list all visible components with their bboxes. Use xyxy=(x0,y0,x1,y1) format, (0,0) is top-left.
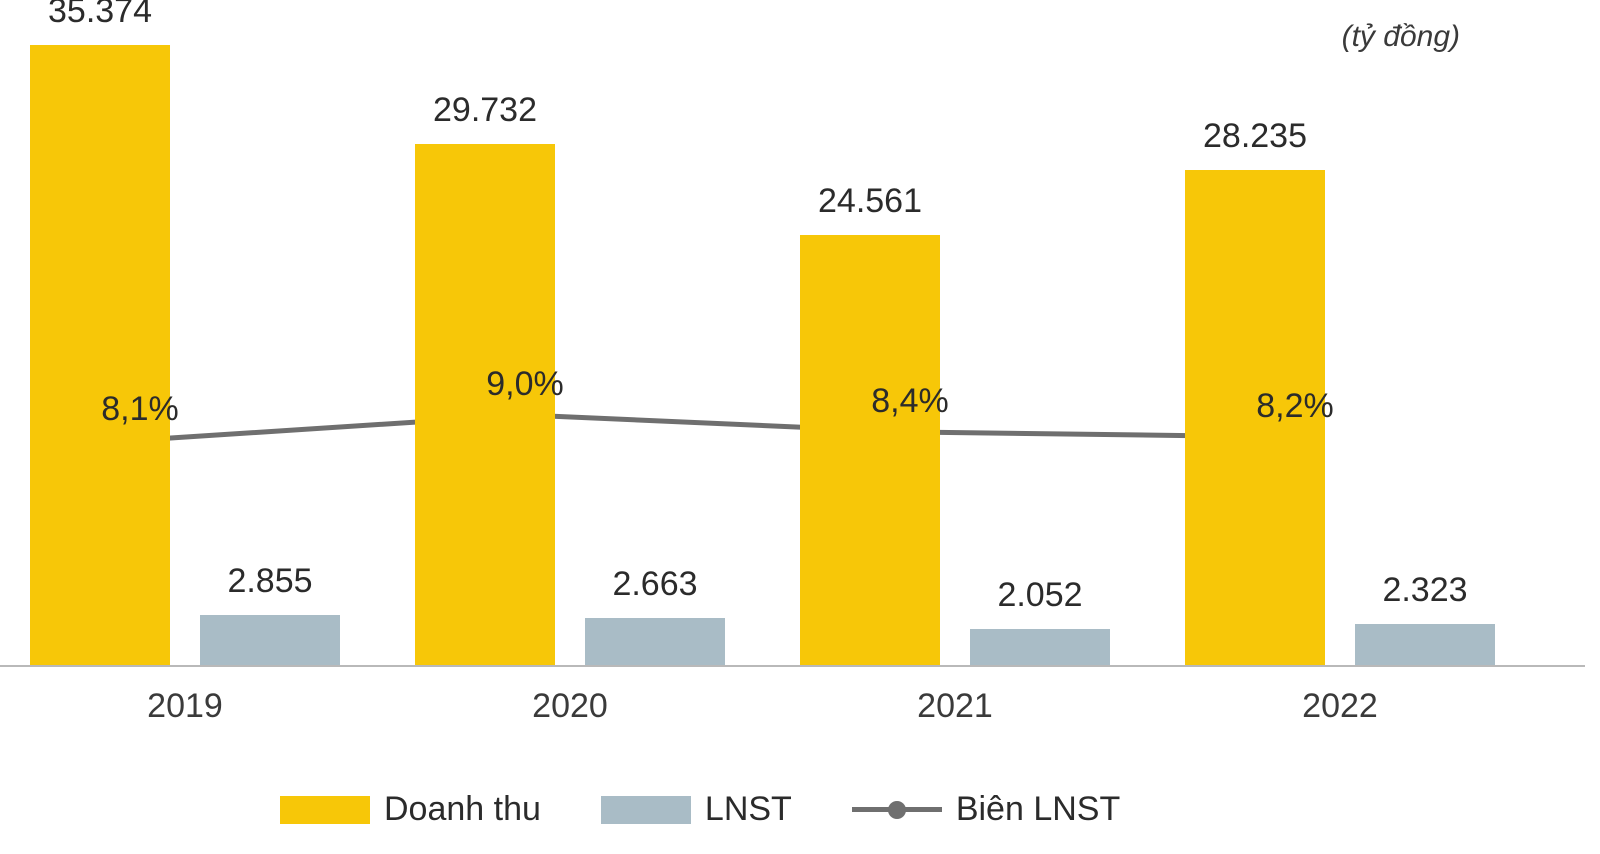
bar-label-lnst: 2.323 xyxy=(1345,571,1505,610)
line-pct-label: 8,2% xyxy=(1225,387,1365,426)
bar-label-doanhthu: 28.235 xyxy=(1175,117,1335,156)
bar-doanhthu xyxy=(415,144,555,665)
bar-label-lnst: 2.663 xyxy=(575,565,735,604)
x-axis-year-label: 2019 xyxy=(105,687,265,726)
bar-label-lnst: 2.855 xyxy=(190,562,350,601)
legend-item: Doanh thu xyxy=(280,790,541,829)
legend-line-icon xyxy=(852,801,942,819)
line-pct-label: 8,4% xyxy=(840,382,980,421)
bar-label-lnst: 2.052 xyxy=(960,576,1120,615)
bar-lnst xyxy=(200,615,340,665)
bar-doanhthu xyxy=(30,45,170,665)
bar-label-doanhthu: 35.374 xyxy=(20,0,180,31)
legend-swatch xyxy=(280,796,370,824)
plot-area: 35.3742.855201929.7322.663202024.5612.05… xyxy=(10,15,1570,665)
x-axis-year-label: 2020 xyxy=(490,687,650,726)
bar-label-doanhthu: 24.561 xyxy=(790,182,950,221)
line-pct-label: 8,1% xyxy=(70,390,210,429)
x-axis-year-label: 2021 xyxy=(875,687,1035,726)
legend: Doanh thu LNST Biên LNST xyxy=(280,790,1120,829)
x-axis-baseline xyxy=(0,665,1585,667)
legend-item: Biên LNST xyxy=(852,790,1120,829)
line-pct-label: 9,0% xyxy=(455,365,595,404)
bar-doanhthu xyxy=(800,235,940,665)
line-path-bien-lnst xyxy=(140,415,1295,440)
bar-lnst xyxy=(585,618,725,665)
bar-lnst xyxy=(970,629,1110,665)
legend-label: Biên LNST xyxy=(956,790,1120,829)
legend-label: LNST xyxy=(705,790,792,829)
x-axis-year-label: 2022 xyxy=(1260,687,1420,726)
bar-label-doanhthu: 29.732 xyxy=(405,91,565,130)
bar-lnst xyxy=(1355,624,1495,665)
revenue-profit-chart: (tỷ đồng) 35.3742.855201929.7322.6632020… xyxy=(0,0,1600,854)
legend-label: Doanh thu xyxy=(384,790,541,829)
legend-swatch xyxy=(601,796,691,824)
legend-item: LNST xyxy=(601,790,792,829)
